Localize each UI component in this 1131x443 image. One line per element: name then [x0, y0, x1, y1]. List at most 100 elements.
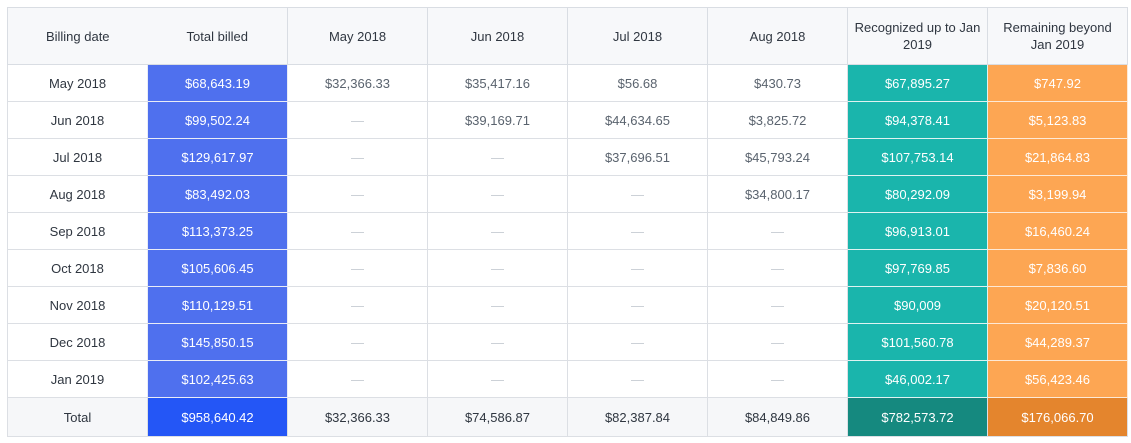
- billing-date-cell: Aug 2018: [7, 175, 148, 213]
- table-row: Nov 2018 $110,129.51— — — — $90,009 $20,120.51: [7, 286, 1128, 324]
- billing-date-cell: Sep 2018: [7, 212, 148, 250]
- recognized-cell: $96,913.01: [847, 212, 988, 250]
- recognized-cell: $80,292.09: [847, 175, 988, 213]
- remaining-cell: $747.92: [987, 64, 1128, 102]
- total-month-sum: $84,849.86: [707, 397, 848, 437]
- recognized-cell: $94,378.41: [847, 101, 988, 139]
- header-month: Aug 2018: [707, 7, 848, 65]
- remaining-cell: $20,120.51: [987, 286, 1128, 324]
- month-amount-cell: $37,696.51: [567, 138, 708, 176]
- table-row: Oct 2018 $105,606.45— — — — $97,769.85 $7,836.…: [7, 249, 1128, 287]
- month-amount-cell: —: [287, 212, 428, 250]
- month-amount-cell: —: [427, 286, 568, 324]
- recognized-cell: $97,769.85: [847, 249, 988, 287]
- total-billed-cell: $129,617.97: [147, 138, 288, 176]
- total-billed-sum: $958,640.42: [147, 397, 288, 437]
- month-amount-cell: —: [567, 175, 708, 213]
- total-billed-cell: $105,606.45: [147, 249, 288, 287]
- header-month: Jun 2018: [427, 7, 568, 65]
- total-month-sum: $82,387.84: [567, 397, 708, 437]
- table-row: Jul 2018 $129,617.97— — $37,696.51 $45,793.2…: [7, 138, 1128, 176]
- billing-date-cell: Jun 2018: [7, 101, 148, 139]
- month-amount-cell: —: [287, 286, 428, 324]
- total-billed-cell: $68,643.19: [147, 64, 288, 102]
- total-billed-cell: $99,502.24: [147, 101, 288, 139]
- month-amount-cell: $39,169.71: [427, 101, 568, 139]
- month-amount-cell: —: [707, 212, 848, 250]
- total-recognized-sum: $782,573.72: [847, 397, 988, 437]
- month-amount-cell: —: [707, 323, 848, 361]
- remaining-cell: $56,423.46: [987, 360, 1128, 398]
- total-month-sum: $32,366.33: [287, 397, 428, 437]
- remaining-cell: $44,289.37: [987, 323, 1128, 361]
- revenue-recognition-table: Billing date Total billed May 2018 Jun 2…: [7, 7, 1128, 437]
- billing-date-cell: Jul 2018: [7, 138, 148, 176]
- table-row: Sep 2018 $113,373.25— — — — $96,913.01 $16,460…: [7, 212, 1128, 250]
- month-amount-cell: —: [427, 138, 568, 176]
- header-recognized: Recognized up to Jan 2019: [847, 7, 988, 65]
- month-amount-cell: —: [287, 138, 428, 176]
- total-billed-cell: $83,492.03: [147, 175, 288, 213]
- header-total-billed: Total billed: [147, 7, 288, 65]
- total-billed-cell: $110,129.51: [147, 286, 288, 324]
- revenue-recognition-table-container: Billing date Total billed May 2018 Jun 2…: [7, 7, 1128, 437]
- billing-date-cell: May 2018: [7, 64, 148, 102]
- month-amount-cell: —: [567, 286, 708, 324]
- table-row: Dec 2018 $145,850.15— — — — $101,560.78 $44,28…: [7, 323, 1128, 361]
- total-billed-cell: $102,425.63: [147, 360, 288, 398]
- remaining-cell: $7,836.60: [987, 249, 1128, 287]
- recognized-cell: $107,753.14: [847, 138, 988, 176]
- billing-date-cell: Oct 2018: [7, 249, 148, 287]
- month-amount-cell: —: [287, 101, 428, 139]
- total-billed-cell: $113,373.25: [147, 212, 288, 250]
- table-header: Billing date Total billed May 2018 Jun 2…: [7, 7, 1128, 65]
- month-amount-cell: —: [287, 175, 428, 213]
- month-amount-cell: $35,417.16: [427, 64, 568, 102]
- table-body: May 2018 $68,643.19 $32,366.33 $35,417.16 $5…: [7, 64, 1128, 398]
- header-billing-date: Billing date: [7, 7, 148, 65]
- billing-date-cell: Dec 2018: [7, 323, 148, 361]
- table-row: Jan 2019 $102,425.63— — — — $46,002.17 $56,423…: [7, 360, 1128, 398]
- total-remaining-sum: $176,066.70: [987, 397, 1128, 437]
- remaining-cell: $5,123.83: [987, 101, 1128, 139]
- header-month: Jul 2018: [567, 7, 708, 65]
- month-amount-cell: —: [427, 360, 568, 398]
- remaining-cell: $3,199.94: [987, 175, 1128, 213]
- recognized-cell: $46,002.17: [847, 360, 988, 398]
- total-row-label: Total: [7, 397, 148, 437]
- remaining-cell: $16,460.24: [987, 212, 1128, 250]
- total-row: Total $958,640.42 $32,366.33 $74,586.87 …: [7, 397, 1128, 437]
- total-billed-cell: $145,850.15: [147, 323, 288, 361]
- table-footer: Total $958,640.42 $32,366.33 $74,586.87 …: [7, 397, 1128, 437]
- header-remaining: Remaining beyond Jan 2019: [987, 7, 1128, 65]
- month-amount-cell: $45,793.24: [707, 138, 848, 176]
- month-amount-cell: $44,634.65: [567, 101, 708, 139]
- month-amount-cell: —: [287, 323, 428, 361]
- month-amount-cell: —: [567, 249, 708, 287]
- recognized-cell: $101,560.78: [847, 323, 988, 361]
- header-month: May 2018: [287, 7, 428, 65]
- remaining-cell: $21,864.83: [987, 138, 1128, 176]
- month-amount-cell: $34,800.17: [707, 175, 848, 213]
- month-amount-cell: —: [287, 249, 428, 287]
- billing-date-cell: Nov 2018: [7, 286, 148, 324]
- table-row: May 2018 $68,643.19 $32,366.33 $35,417.16 $5…: [7, 64, 1128, 102]
- month-amount-cell: $56.68: [567, 64, 708, 102]
- month-amount-cell: —: [567, 360, 708, 398]
- total-month-sum: $74,586.87: [427, 397, 568, 437]
- month-amount-cell: —: [567, 323, 708, 361]
- table-row: Aug 2018 $83,492.03— — — $34,800.17 $80,292.0…: [7, 175, 1128, 213]
- month-amount-cell: —: [567, 212, 708, 250]
- month-amount-cell: —: [707, 360, 848, 398]
- header-row: Billing date Total billed May 2018 Jun 2…: [7, 7, 1128, 65]
- month-amount-cell: —: [287, 360, 428, 398]
- month-amount-cell: —: [427, 175, 568, 213]
- month-amount-cell: —: [427, 249, 568, 287]
- month-amount-cell: —: [707, 286, 848, 324]
- recognized-cell: $90,009: [847, 286, 988, 324]
- month-amount-cell: $3,825.72: [707, 101, 848, 139]
- billing-date-cell: Jan 2019: [7, 360, 148, 398]
- month-amount-cell: $32,366.33: [287, 64, 428, 102]
- month-amount-cell: —: [427, 323, 568, 361]
- recognized-cell: $67,895.27: [847, 64, 988, 102]
